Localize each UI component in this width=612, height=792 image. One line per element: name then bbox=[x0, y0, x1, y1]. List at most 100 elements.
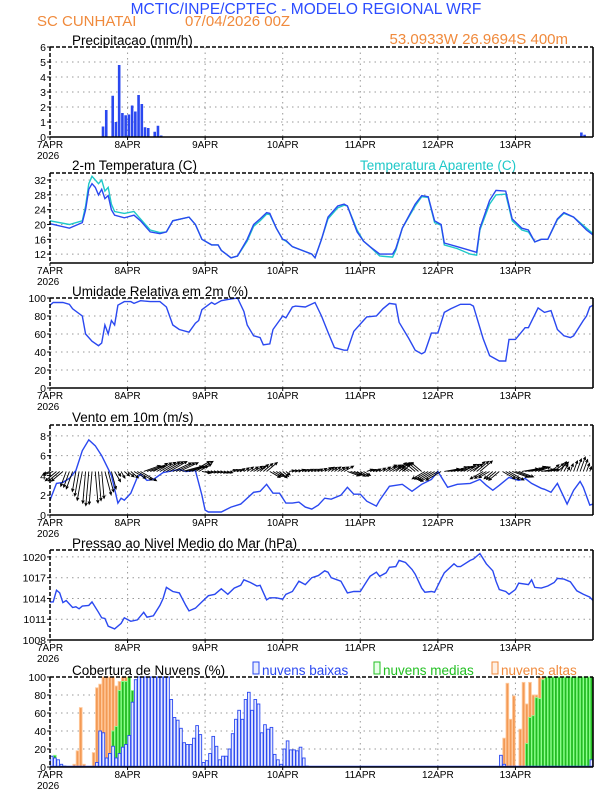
cloud-bar-nuvens-medias bbox=[563, 676, 568, 768]
x-tick-label: 7APR bbox=[37, 518, 63, 529]
wind-arrow bbox=[586, 462, 591, 472]
y-tick-label: 24 bbox=[34, 205, 46, 217]
wind-arrow bbox=[411, 471, 426, 480]
x-tick-label: 10APR bbox=[267, 266, 299, 277]
wind-arrow bbox=[130, 471, 140, 479]
wind-arrow bbox=[582, 458, 589, 472]
humidity-line-0 bbox=[49, 297, 594, 362]
cloud-bar-nuvens-baixas bbox=[153, 676, 157, 768]
wind-arrow bbox=[566, 466, 571, 472]
y-tick-label: 0 bbox=[40, 383, 46, 395]
wind-title: Vento em 10m (m/s) bbox=[72, 410, 194, 425]
y-tick-label: 0 bbox=[40, 132, 46, 144]
wind-arrow bbox=[419, 471, 439, 482]
precip-bar bbox=[140, 104, 144, 137]
wind-arrow bbox=[573, 459, 579, 472]
wind-arrow bbox=[263, 462, 274, 472]
precip-bar bbox=[134, 111, 137, 137]
y-tick-label: 60 bbox=[34, 329, 46, 341]
y-tick-label: 4 bbox=[40, 470, 46, 482]
x-tick-label: 8APR bbox=[115, 770, 141, 781]
cloud-bar-nuvens-baixas bbox=[159, 676, 164, 768]
legend-high-label: nuvens altas bbox=[501, 663, 577, 678]
cloud-bar-nuvens-baixas bbox=[140, 676, 144, 768]
wind-arrow bbox=[314, 468, 321, 472]
y-tick-label: 4 bbox=[40, 72, 46, 84]
y-tick-label: 40 bbox=[34, 726, 46, 738]
location-coords: 53.0933W 26.9694S 400m bbox=[390, 31, 568, 48]
wind-arrow bbox=[101, 471, 106, 500]
y-tick-label: 100 bbox=[28, 672, 46, 684]
wind-arrow bbox=[550, 464, 560, 472]
legend-low-label: nuvens baixas bbox=[262, 663, 349, 678]
y-tick-label: 6 bbox=[40, 42, 46, 54]
y-tick-label: 20 bbox=[34, 744, 46, 756]
y-tick-label: 0 bbox=[40, 762, 46, 774]
y-tick-label: 6 bbox=[40, 451, 46, 463]
wind-arrow bbox=[401, 465, 413, 472]
wind-arrow bbox=[321, 467, 328, 472]
wind-arrow bbox=[343, 465, 355, 472]
x-tick-label: 9APR bbox=[192, 140, 218, 151]
cloud-bar-nuvens-altas bbox=[75, 750, 80, 768]
x-tick-label: 10APR bbox=[267, 643, 299, 654]
cloud-bar-nuvens-baixas bbox=[237, 709, 241, 768]
wind-arrow bbox=[259, 463, 270, 472]
cloud-bar-nuvens-baixas bbox=[114, 757, 119, 768]
y-tick-label: 32 bbox=[34, 175, 46, 187]
x-tick-label: 7APR bbox=[37, 643, 63, 654]
clouds-panel: 0 20 40 60 80 100 7APR 8APR 9APR 10APR 11APR 12APR 1… bbox=[28, 672, 594, 792]
cloud-bar-nuvens-baixas bbox=[127, 735, 132, 768]
cloud-bar-nuvens-baixas bbox=[253, 699, 258, 768]
cloud-bar-nuvens-altas bbox=[512, 695, 516, 768]
y-tick-label: 8 bbox=[40, 431, 46, 443]
wind-arrow bbox=[330, 466, 338, 472]
cloud-bar-nuvens-baixas bbox=[224, 755, 228, 768]
x-tick-label: 11APR bbox=[345, 391, 376, 402]
wind-arrow bbox=[376, 468, 382, 472]
wind-arrow bbox=[340, 466, 350, 472]
x-tick-label: 13APR bbox=[500, 643, 532, 654]
x-tick-label: 11APR bbox=[345, 518, 376, 529]
x-tick-label: 7APR bbox=[37, 266, 63, 277]
pressure-title: Pressao ao Nivel Medio do Mar (hPa) bbox=[72, 536, 297, 551]
cloud-bar-nuvens-baixas bbox=[133, 679, 138, 768]
cloud-bar-nuvens-baixas bbox=[240, 718, 245, 768]
wind-arrow bbox=[114, 471, 122, 483]
x-tick-label: 7APR bbox=[37, 391, 63, 402]
cloud-bar-nuvens-medias bbox=[557, 676, 561, 768]
precip-bar bbox=[583, 134, 586, 137]
wind-arrow bbox=[393, 464, 406, 472]
wind-panel: 0 2 4 6 8 7APR 8APR 9APR 10APR 11APR 12APR 13APR 202… bbox=[37, 424, 594, 540]
wind-arrow bbox=[479, 460, 494, 472]
wind-arrow bbox=[179, 462, 199, 472]
x-year-label: 2026 bbox=[37, 781, 60, 792]
wind-arrow bbox=[195, 460, 214, 472]
wind-arrow bbox=[473, 461, 486, 472]
wind-arrow bbox=[42, 471, 54, 476]
wind-arrow bbox=[104, 471, 113, 496]
wind-arrow bbox=[169, 461, 188, 472]
x-tick-label: 12APR bbox=[422, 391, 454, 402]
wind-arrow bbox=[334, 466, 342, 472]
y-tick-label: 12 bbox=[34, 249, 46, 261]
x-tick-label: 13APR bbox=[500, 266, 532, 277]
humidity-title: Umidade Relativa em 2m (%) bbox=[72, 284, 248, 299]
wind-arrow bbox=[50, 471, 64, 482]
wind-arrow bbox=[327, 466, 335, 472]
y-tick-label: 60 bbox=[34, 708, 46, 720]
cloud-bar-nuvens-medias bbox=[576, 676, 581, 768]
wind-arrow bbox=[159, 461, 177, 472]
y-tick-label: 80 bbox=[34, 690, 46, 702]
wind-arrow bbox=[124, 471, 131, 477]
x-tick-label: 13APR bbox=[500, 518, 532, 529]
precip-bar bbox=[156, 125, 160, 137]
cloud-bar-nuvens-baixas bbox=[162, 676, 167, 768]
x-year-label: 2026 bbox=[37, 277, 60, 288]
precip-bar bbox=[580, 132, 583, 137]
temperature-panel: 12 16 20 24 28 32 7APR 8APR 9APR 10APR 11APR 12APR 1… bbox=[34, 172, 594, 288]
y-tick-label: 5 bbox=[40, 57, 46, 69]
y-tick-label: 16 bbox=[34, 234, 46, 246]
wind-arrow bbox=[379, 467, 387, 472]
